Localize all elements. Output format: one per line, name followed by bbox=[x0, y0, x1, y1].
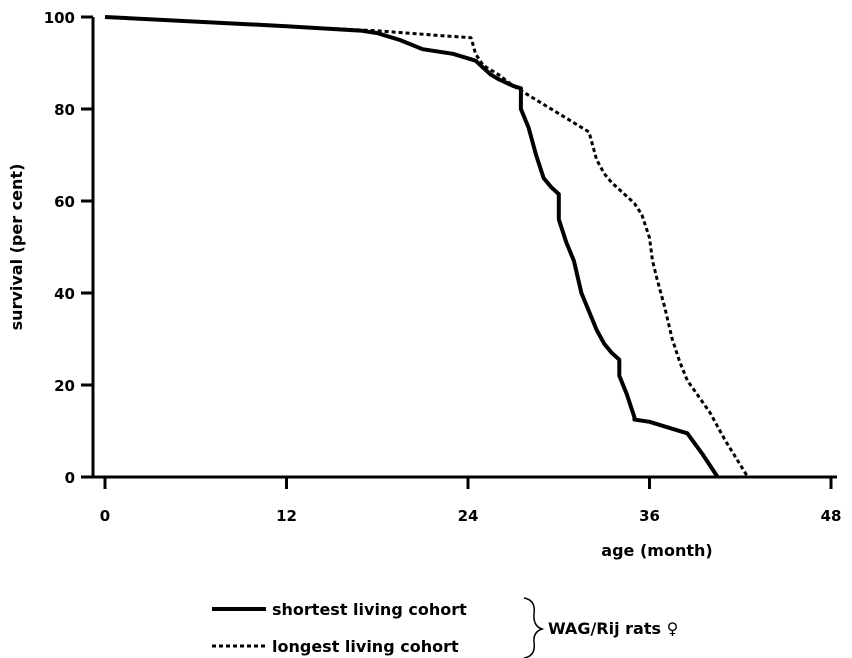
x-tick-label: 12 bbox=[276, 507, 297, 525]
y-tick-label: 60 bbox=[54, 193, 75, 211]
series-layer bbox=[104, 15, 750, 479]
x-tick-label: 36 bbox=[639, 507, 660, 525]
y-tick-label: 20 bbox=[54, 377, 75, 395]
legend-brace bbox=[523, 597, 545, 658]
legend: shortest living cohort longest living co… bbox=[212, 597, 678, 658]
legend-label-longest: longest living cohort bbox=[272, 637, 459, 656]
y-tick-label: 100 bbox=[44, 9, 75, 27]
x-tick-label: 48 bbox=[821, 507, 842, 525]
ticks: 0 12 24 36 48 0 20 40 60 80 100 bbox=[44, 9, 842, 525]
y-tick-label: 0 bbox=[65, 469, 75, 487]
x-tick-label: 0 bbox=[100, 507, 110, 525]
series-shortest-line bbox=[104, 15, 720, 479]
y-axis-title: survival (per cent) bbox=[7, 164, 26, 331]
x-axis-title: age (month) bbox=[601, 541, 712, 560]
y-tick-label: 40 bbox=[54, 285, 75, 303]
axes bbox=[91, 17, 837, 479]
legend-group-label: WAG/Rij rats ♀ bbox=[548, 619, 678, 638]
legend-label-shortest: shortest living cohort bbox=[272, 600, 467, 619]
x-tick-label: 24 bbox=[458, 507, 479, 525]
series-longest-line bbox=[104, 15, 750, 478]
y-tick-label: 80 bbox=[54, 101, 75, 119]
